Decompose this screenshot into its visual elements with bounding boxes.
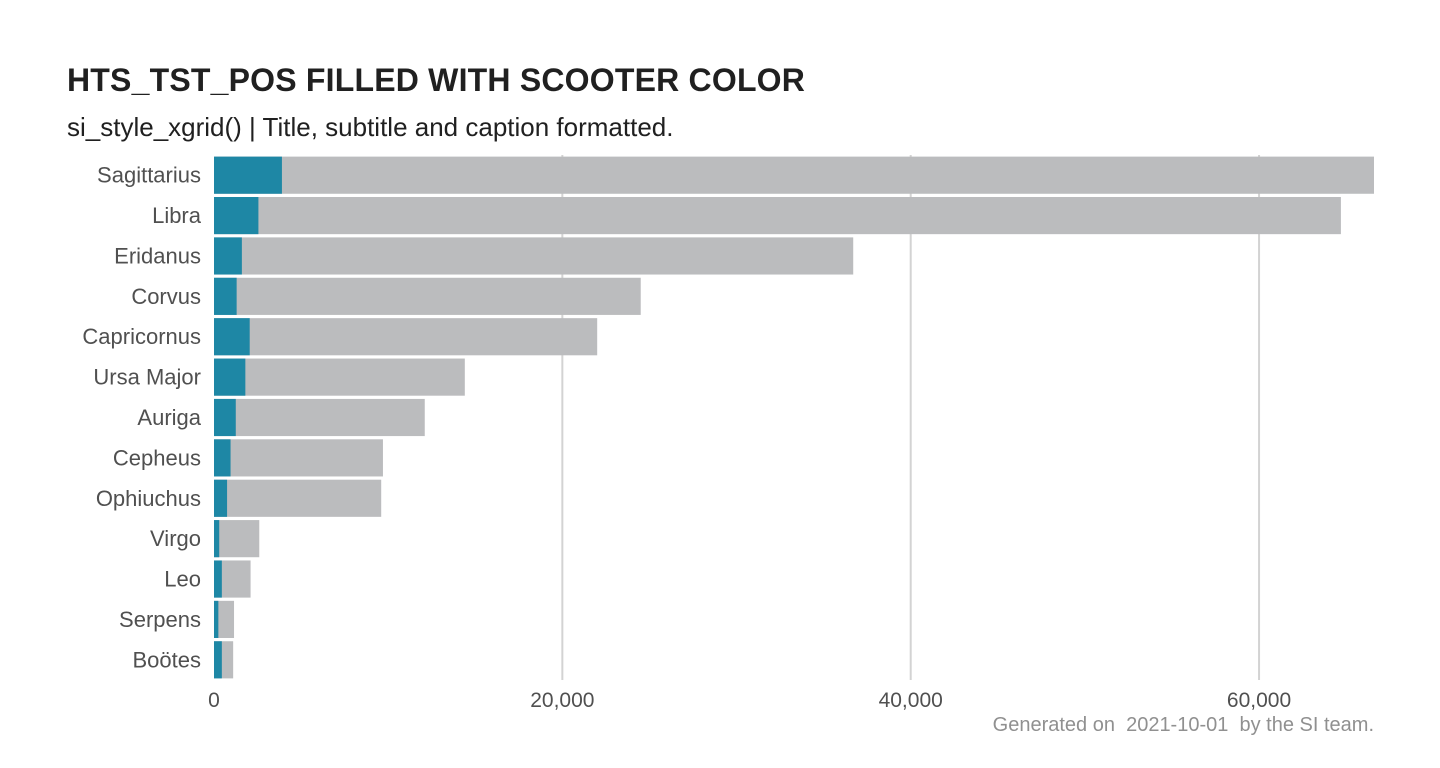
y-tick-label: Sagittarius — [97, 163, 201, 188]
bar-total — [214, 237, 854, 275]
y-tick-label: Eridanus — [114, 243, 201, 268]
bar-total — [214, 358, 465, 396]
bar-total — [214, 600, 235, 638]
bar-total — [214, 479, 382, 517]
y-tick-label: Cepheus — [113, 445, 201, 470]
y-tick-label: Capricornus — [82, 324, 201, 349]
bar-total — [214, 520, 260, 558]
bar-positive — [214, 277, 237, 315]
x-tick-label: 20,000 — [530, 689, 594, 712]
y-tick-label: Boötes — [133, 647, 202, 672]
bar-positive — [214, 479, 228, 517]
y-tick-label: Ursa Major — [93, 365, 201, 390]
bar-positive — [214, 197, 259, 235]
y-tick-label: Serpens — [119, 607, 201, 632]
chart-caption: Generated on 2021-10-01 by the SI team. — [992, 714, 1374, 736]
bars — [214, 156, 1374, 679]
bar-positive — [214, 237, 242, 275]
y-tick-label: Leo — [164, 567, 201, 592]
x-tick-label: 0 — [208, 689, 220, 712]
bar-positive — [214, 560, 222, 598]
bar-total — [214, 439, 383, 477]
x-axis-labels: 0 20,000 40,000 60,000 — [208, 689, 1291, 712]
bar-positive — [214, 358, 246, 396]
bar-positive — [214, 641, 222, 679]
bar-positive — [214, 439, 231, 477]
chart-title: HTS_TST_POS FILLED WITH SCOOTER COLOR — [67, 62, 806, 98]
y-tick-label: Virgo — [150, 526, 201, 551]
x-tick-label: 60,000 — [1227, 689, 1291, 712]
y-tick-label: Libra — [152, 203, 202, 228]
y-tick-label: Corvus — [131, 284, 201, 309]
y-tick-label: Auriga — [137, 405, 201, 430]
y-tick-label: Ophiuchus — [96, 486, 201, 511]
bar-total — [214, 156, 1374, 194]
bar-total — [214, 318, 598, 356]
bar-positive — [214, 398, 236, 437]
y-axis-labels: Sagittarius Libra Eridanus Corvus Capricornu… — [82, 163, 201, 673]
bar-positive — [214, 520, 220, 558]
chart-subtitle: si_style_xgrid() | Title, subtitle and c… — [67, 112, 674, 142]
bar-total — [214, 197, 1341, 235]
bar-positive — [214, 156, 282, 194]
bar-positive — [214, 600, 219, 638]
bar-total — [214, 277, 641, 315]
bar-total — [214, 398, 425, 437]
x-tick-label: 40,000 — [879, 689, 943, 712]
bar-positive — [214, 318, 250, 356]
